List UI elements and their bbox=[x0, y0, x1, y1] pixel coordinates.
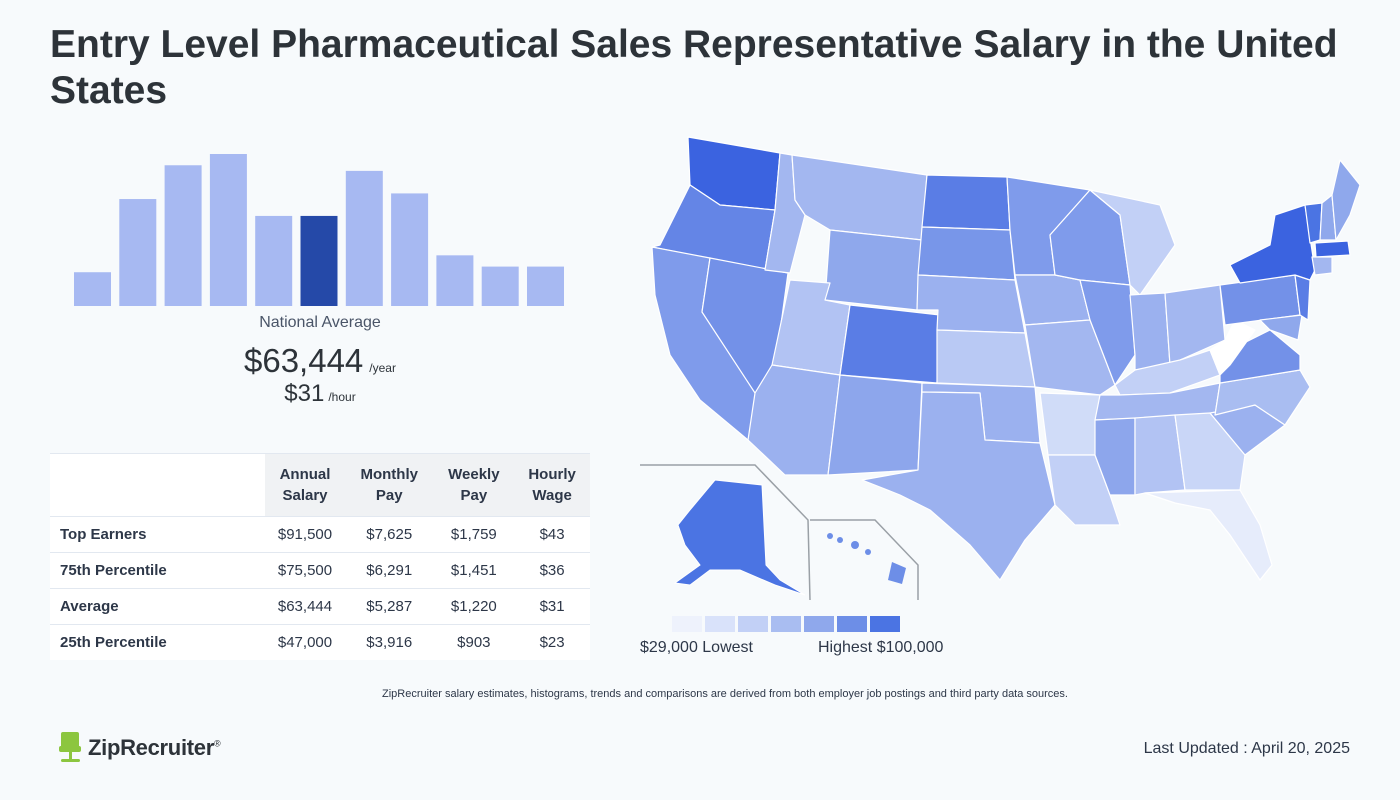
state-kansas bbox=[936, 329, 1036, 388]
table-cell: $23 bbox=[514, 624, 590, 660]
histogram-bar bbox=[119, 199, 157, 306]
state-north-dakota bbox=[921, 174, 1011, 231]
header-weekly-pay: Weekly Pay bbox=[433, 453, 515, 517]
state-colorado bbox=[839, 304, 941, 384]
state-alaska bbox=[673, 479, 806, 596]
table-cell: $3,916 bbox=[345, 624, 434, 660]
annual-value: $63,444 bbox=[244, 342, 364, 379]
row-label: Top Earners bbox=[50, 516, 265, 553]
histogram-bar bbox=[300, 215, 338, 306]
histogram-bar bbox=[391, 193, 429, 306]
table-cell: $7,625 bbox=[345, 516, 434, 553]
state-hawaii bbox=[827, 533, 906, 584]
table-row: 25th Percentile $47,000 $3,916 $903 $23 bbox=[50, 624, 590, 660]
state-iowa bbox=[1014, 274, 1091, 326]
state-wyoming bbox=[824, 229, 923, 311]
brand-name: ZipRecruiter® bbox=[88, 735, 221, 760]
legend-swatch bbox=[804, 616, 834, 632]
map-legend bbox=[672, 616, 900, 632]
histogram-bar bbox=[209, 154, 247, 306]
state-maine bbox=[1331, 159, 1360, 241]
state-massachusetts bbox=[1314, 240, 1351, 258]
ziprecruiter-logo[interactable]: ZipRecruiter® bbox=[58, 730, 221, 766]
chair-logo-icon bbox=[59, 732, 81, 762]
legend-swatch bbox=[837, 616, 867, 632]
state-ohio bbox=[1164, 284, 1226, 366]
row-label: 25th Percentile bbox=[50, 624, 265, 660]
state-alabama bbox=[1134, 414, 1186, 496]
last-updated: Last Updated : April 20, 2025 bbox=[1143, 740, 1350, 757]
table-header-row: Annual Salary Monthly Pay Weekly Pay Hourly… bbox=[50, 453, 590, 517]
state-missouri bbox=[1024, 319, 1116, 396]
state-west-virginia bbox=[1209, 319, 1256, 376]
hourly-unit: /hour bbox=[328, 390, 356, 404]
state-arizona bbox=[747, 364, 841, 476]
table-cell: $6,291 bbox=[345, 552, 434, 589]
state-georgia bbox=[1174, 412, 1246, 491]
legend-low-label: $29,000 Lowest bbox=[640, 639, 753, 656]
salary-table: Annual Salary Monthly Pay Weekly Pay Hourly… bbox=[50, 453, 590, 660]
page-title: Entry Level Pharmaceutical Sales Represe… bbox=[50, 23, 1338, 112]
table-header-blank bbox=[50, 453, 265, 517]
state-maryland bbox=[1259, 314, 1303, 341]
state-texas bbox=[861, 391, 1056, 581]
legend-swatch bbox=[672, 616, 702, 632]
state-mississippi bbox=[1094, 417, 1136, 496]
row-label: Average bbox=[50, 588, 265, 625]
table-cell: $63,444 bbox=[265, 588, 345, 625]
annual-unit: /year bbox=[369, 361, 396, 375]
table-cell: $1,759 bbox=[433, 516, 515, 553]
row-label: 75th Percentile bbox=[50, 552, 265, 589]
table-cell: $5,287 bbox=[345, 588, 434, 625]
alaska-inset-frame bbox=[640, 464, 811, 601]
salary-histogram bbox=[74, 154, 564, 306]
header-monthly-pay: Monthly Pay bbox=[345, 453, 434, 517]
table-cell: $43 bbox=[514, 516, 590, 553]
table-cell: $36 bbox=[514, 552, 590, 589]
table-cell: $903 bbox=[433, 624, 515, 660]
table-cell: $31 bbox=[514, 588, 590, 625]
table-cell: $91,500 bbox=[265, 516, 345, 553]
table-cell: $1,220 bbox=[433, 588, 515, 625]
table-row: 75th Percentile $75,500 $6,291 $1,451 $3… bbox=[50, 552, 590, 589]
histogram-bar bbox=[481, 266, 519, 306]
table-cell: $47,000 bbox=[265, 624, 345, 660]
legend-swatch bbox=[771, 616, 801, 632]
legend-swatch bbox=[738, 616, 768, 632]
state-indiana bbox=[1129, 292, 1171, 371]
state-new-york bbox=[1229, 204, 1316, 284]
legend-high-label: Highest $100,000 bbox=[818, 639, 944, 656]
histogram-bar bbox=[164, 165, 202, 306]
table-cell: $75,500 bbox=[265, 552, 345, 589]
table-cell: $1,451 bbox=[433, 552, 515, 589]
histogram-bar bbox=[436, 255, 474, 306]
state-south-dakota bbox=[917, 226, 1016, 281]
histogram-bar bbox=[74, 272, 111, 306]
hawaii-inset-frame bbox=[810, 519, 919, 600]
state-montana bbox=[791, 154, 928, 241]
histogram-bar bbox=[345, 170, 383, 306]
national-average-label: National Average bbox=[259, 314, 381, 331]
state-illinois bbox=[1079, 279, 1136, 386]
histogram-bar bbox=[527, 266, 564, 306]
state-florida bbox=[1144, 489, 1273, 581]
us-salary-map bbox=[640, 136, 1360, 601]
header-hourly-wage: Hourly Wage bbox=[514, 453, 590, 517]
legend-swatch bbox=[705, 616, 735, 632]
state-connecticut bbox=[1311, 256, 1333, 276]
state-arkansas bbox=[1039, 392, 1101, 456]
table-row: Top Earners $91,500 $7,625 $1,759 $43 bbox=[50, 516, 590, 553]
state-new-mexico bbox=[827, 374, 923, 476]
legend-swatch bbox=[870, 616, 900, 632]
histogram-bar bbox=[255, 215, 293, 306]
disclaimer: ZipRecruiter salary estimates, histogram… bbox=[382, 688, 1068, 700]
header-annual-salary: Annual Salary bbox=[265, 453, 345, 517]
national-average-annual: $63,444/year bbox=[70, 342, 570, 380]
national-average-hourly: $31/hour bbox=[70, 380, 570, 408]
table-row: Average $63,444 $5,287 $1,220 $31 bbox=[50, 588, 590, 625]
hourly-value: $31 bbox=[284, 380, 325, 407]
